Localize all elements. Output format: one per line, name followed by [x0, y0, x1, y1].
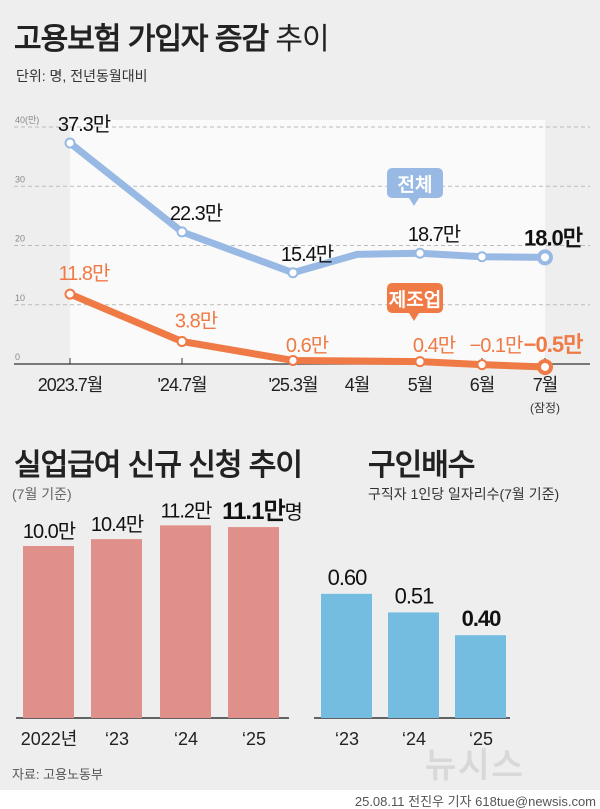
data-label: 18.7만: [408, 223, 461, 246]
data-point: [176, 226, 188, 238]
x-tick-label: 6월: [470, 375, 495, 395]
data-point: [64, 137, 76, 149]
bar-chart-1-subtitle: (7월 기준): [12, 486, 72, 502]
data-label: 0.4만: [413, 334, 456, 357]
unit-suffix: 명: [285, 501, 302, 524]
x-tick-label: 7월: [533, 375, 558, 395]
x-tick-label: ‘24: [174, 729, 198, 749]
data-label: 15.4만: [281, 243, 334, 266]
main-title: 고용보험 가입자 증감 추이: [14, 14, 330, 58]
x-tick-label: 5월: [408, 375, 433, 395]
bar-value-label: 11.1만명: [222, 498, 302, 525]
data-point: [414, 247, 426, 259]
data-label: 0.6만: [286, 334, 329, 357]
bar-value-label: 11.2만: [161, 499, 212, 522]
data-point: [537, 249, 553, 266]
x-tick-label: 2023.7월: [38, 375, 103, 395]
data-label: 37.3만: [58, 113, 111, 136]
x-tick-label: ‘23: [335, 729, 359, 749]
y-tick-label: 10: [15, 293, 25, 303]
title-bold: 고용보험 가입자 증감: [14, 23, 269, 56]
bar: [228, 527, 279, 718]
data-label: 22.3만: [170, 202, 223, 225]
source-label: 자료: 고용노동부: [12, 767, 103, 782]
data-point: [414, 356, 426, 368]
bar-value-label: 0.51: [395, 583, 435, 608]
legend-pointer: [409, 313, 419, 321]
bar: [388, 612, 439, 718]
data-point: [476, 359, 488, 371]
legend-label-0: 전체: [398, 174, 433, 196]
data-label: 11.8만: [59, 262, 110, 285]
data-point: [287, 354, 299, 366]
y-tick-label: 30: [15, 174, 25, 184]
data-label: −0.5만: [524, 332, 583, 357]
data-point: [287, 267, 299, 279]
y-tick-label: 0: [15, 352, 20, 362]
data-label: 3.8만: [175, 309, 218, 332]
data-point: [537, 358, 553, 375]
legend-pointer: [409, 198, 419, 206]
data-point: [176, 335, 188, 347]
legend-label-1: 제조업: [389, 289, 441, 311]
credit-label: 25.08.11 전진우 기자 618tue@newsis.com: [354, 794, 596, 809]
x-tick-label: ‘25: [242, 729, 266, 749]
x-tick-label: 2022년: [21, 729, 78, 749]
bar: [455, 635, 506, 718]
x-note-label: (잠정): [530, 401, 560, 415]
unit-label: 단위: 명, 전년동월대비: [16, 68, 148, 84]
data-point: [476, 251, 488, 263]
legend-badge: [387, 283, 443, 313]
x-tick-label: 4월: [345, 375, 370, 395]
title-light: 추이: [275, 23, 329, 56]
legend-badge: [387, 168, 443, 198]
y-tick-label: 20: [15, 234, 25, 244]
bar-chart-2-title: 구인배수: [368, 449, 475, 482]
bar: [321, 593, 372, 718]
x-tick-label: ‘25: [469, 729, 493, 749]
y-tick-label: 40(만): [15, 115, 39, 125]
x-tick-label: ‘24: [402, 729, 426, 749]
newsis-logo: 뉴시스: [425, 747, 525, 785]
x-tick-label: ‘23: [105, 729, 129, 749]
data-label: −0.1만: [470, 334, 523, 357]
bar-value-label: 0.60: [328, 565, 368, 590]
line-chart: 0 10 20 30 40(만) 2023.7월 '24.7월 '25.3월 4월 5월 6월 7월 (…: [14, 113, 590, 415]
bar-value-label: 0.40: [462, 606, 502, 631]
bar-value-label: 10.4만: [91, 513, 144, 536]
footer-bar: [0, 790, 600, 809]
x-tick-label: '25.3월: [268, 375, 317, 395]
bar-value-label: 10.0만: [23, 520, 76, 543]
bar: [23, 546, 74, 718]
x-tick-label: '24.7월: [157, 375, 206, 395]
bar-chart-2-subtitle: 구직자 1인당 일자리수(7월 기준): [368, 486, 560, 502]
data-label: 18.0만: [524, 225, 583, 250]
bar: [160, 525, 211, 718]
data-point: [64, 288, 76, 300]
bar-chart-1-title: 실업급여 신규 신청 추이: [14, 449, 303, 482]
plot-area: [70, 120, 545, 364]
bar: [91, 539, 142, 718]
